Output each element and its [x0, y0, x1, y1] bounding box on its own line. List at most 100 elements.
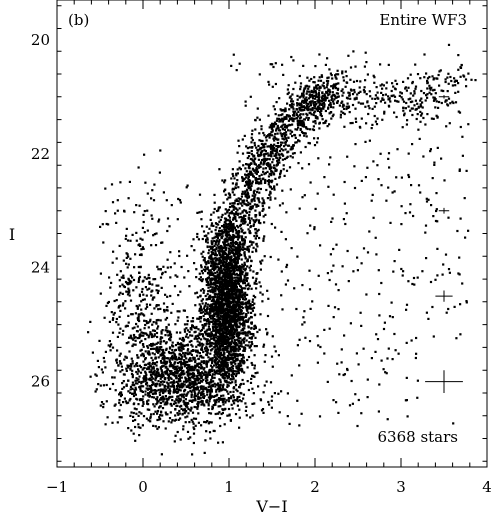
data-point: [337, 411, 340, 414]
data-point: [242, 346, 245, 349]
data-point: [211, 278, 214, 281]
data-point: [303, 134, 306, 137]
data-point: [212, 274, 215, 277]
data-point: [205, 319, 208, 322]
data-point: [191, 320, 195, 323]
data-point: [248, 284, 251, 287]
data-point: [182, 363, 185, 366]
data-point: [238, 295, 241, 298]
data-point: [311, 128, 314, 131]
data-point: [183, 276, 186, 279]
data-point: [166, 413, 169, 416]
data-point: [237, 362, 240, 365]
data-point: [305, 99, 308, 102]
data-point: [233, 202, 236, 205]
data-point: [256, 107, 259, 110]
data-point: [220, 412, 223, 416]
data-point: [151, 329, 155, 332]
data-point: [284, 125, 287, 129]
data-point: [247, 201, 250, 204]
data-point: [290, 98, 293, 101]
data-point: [114, 369, 117, 372]
data-point: [248, 336, 251, 339]
data-point: [230, 177, 233, 180]
data-point: [194, 388, 197, 391]
data-point: [211, 361, 214, 365]
data-point: [200, 311, 204, 314]
data-point: [321, 103, 324, 106]
data-point: [308, 93, 311, 96]
data-point: [413, 92, 416, 95]
data-point: [194, 397, 197, 400]
data-point: [244, 291, 247, 294]
data-point: [230, 247, 233, 250]
data-point: [379, 84, 382, 87]
data-point: [200, 218, 203, 221]
data-point: [234, 266, 237, 270]
data-point: [134, 439, 137, 442]
data-point: [328, 104, 331, 107]
data-point: [232, 208, 235, 211]
data-point: [111, 201, 115, 204]
data-point: [205, 365, 208, 368]
data-point: [459, 333, 462, 336]
data-point: [311, 300, 314, 303]
data-point: [198, 303, 201, 306]
data-point: [158, 393, 162, 396]
data-point: [274, 152, 277, 155]
data-point: [111, 261, 114, 264]
data-point: [460, 63, 463, 67]
data-point: [169, 266, 172, 269]
data-point: [223, 331, 226, 334]
data-point: [252, 246, 255, 249]
data-point: [190, 343, 193, 346]
data-point: [241, 353, 245, 356]
data-point: [406, 415, 409, 418]
data-point: [246, 265, 249, 268]
data-point: [221, 341, 224, 344]
data-point: [226, 219, 230, 222]
data-point: [262, 215, 265, 218]
data-point: [334, 85, 337, 88]
data-point: [171, 302, 174, 305]
data-point: [142, 395, 145, 398]
data-point: [173, 400, 176, 403]
data-point: [222, 271, 225, 274]
data-point: [210, 241, 213, 244]
data-point: [179, 362, 183, 365]
data-point: [200, 328, 203, 332]
data-point: [319, 79, 323, 82]
data-point: [286, 279, 290, 282]
data-point: [252, 241, 255, 244]
data-point: [305, 135, 308, 138]
data-point: [255, 219, 258, 222]
data-point: [221, 335, 224, 338]
data-point: [286, 415, 289, 418]
data-point: [238, 319, 241, 322]
data-point: [133, 384, 136, 387]
data-point: [402, 80, 405, 83]
data-point: [127, 390, 130, 393]
data-point: [237, 370, 240, 373]
data-point: [235, 69, 238, 72]
data-point: [236, 203, 239, 206]
data-point: [179, 379, 182, 383]
data-point: [137, 166, 140, 169]
data-point: [236, 172, 239, 175]
data-point: [111, 421, 114, 424]
data-point: [150, 369, 153, 372]
data-point: [253, 160, 256, 163]
data-point: [197, 421, 200, 424]
data-point: [159, 338, 162, 341]
data-point: [304, 132, 307, 135]
data-point: [192, 422, 195, 425]
data-point: [200, 399, 203, 403]
data-point: [273, 121, 277, 124]
data-point: [132, 419, 135, 422]
data-point: [435, 77, 438, 80]
data-point: [125, 402, 128, 405]
data-point: [179, 438, 182, 441]
data-point: [243, 215, 246, 218]
data-point: [251, 363, 254, 366]
data-point: [280, 133, 284, 136]
